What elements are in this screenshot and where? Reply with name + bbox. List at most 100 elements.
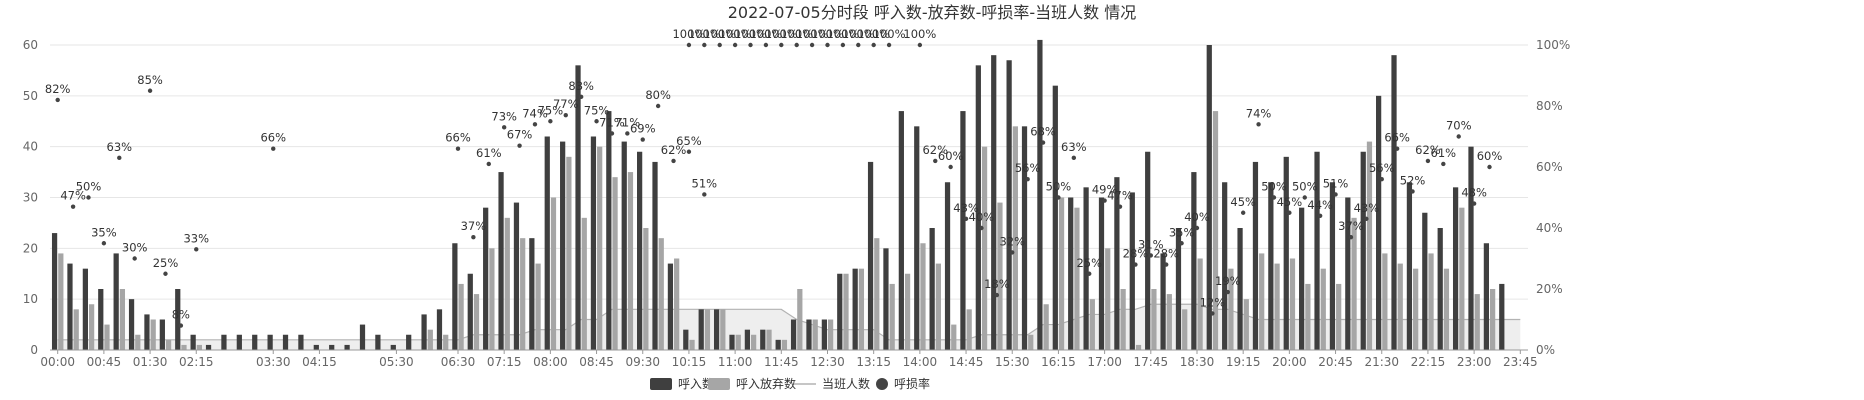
abandon-bar	[1274, 263, 1280, 350]
inbound-bar	[375, 334, 381, 350]
abandon-bar	[535, 263, 541, 350]
legend-swatch[interactable]	[650, 378, 672, 390]
x-tick-label: 11:45	[764, 355, 799, 369]
x-tick-label: 13:15	[856, 355, 891, 369]
legend[interactable]: 呼入数 呼入放弃数 当班人数 呼损率	[650, 376, 930, 391]
abandon-bar	[1089, 299, 1095, 350]
abandon-bar	[904, 273, 911, 350]
x-tick-label: 04:15	[302, 355, 337, 369]
loss-rate-point	[178, 323, 184, 328]
loss-rate-label: 50%	[76, 180, 102, 194]
loss-rate-point	[1302, 195, 1307, 200]
abandon-bar	[566, 156, 572, 350]
loss-rate-label: 100%	[734, 27, 767, 41]
loss-rate-point	[1179, 241, 1184, 246]
loss-rate-point	[563, 112, 568, 118]
abandon-bar	[981, 146, 988, 350]
x-tick-label: 02:15	[179, 355, 214, 369]
inbound-bar	[252, 334, 258, 350]
loss-rate-label: 25%	[153, 256, 179, 270]
y-right-tick-label: 80%	[1536, 99, 1563, 113]
inbound-bar	[944, 182, 951, 350]
inbound-bar	[621, 141, 627, 350]
abandon-bar	[1212, 111, 1219, 350]
loss-rate-point	[748, 42, 753, 48]
legend-label[interactable]: 呼损率	[894, 376, 930, 391]
loss-rate-label: 8%	[172, 308, 190, 322]
abandon-bar	[520, 238, 526, 350]
inbound-bar	[1422, 212, 1428, 350]
loss-rate-point	[1379, 177, 1384, 182]
inbound-bar	[1114, 177, 1120, 350]
abandon-bar	[735, 334, 741, 350]
abandon-bar	[1197, 258, 1203, 350]
inbound-bar	[744, 329, 751, 350]
inbound-bar	[390, 344, 396, 350]
loss-rate-label: 37%	[1338, 219, 1364, 233]
inbound-bar	[313, 344, 319, 350]
inbound-bar	[359, 324, 366, 350]
loss-rate-label: 70%	[1446, 119, 1472, 133]
legend-label[interactable]: 呼入放弃数	[736, 376, 796, 391]
y-left-tick-label: 10	[23, 292, 38, 306]
abandon-bar	[1474, 294, 1480, 350]
inbound-bar	[1098, 197, 1105, 350]
loss-rate-point	[1133, 262, 1138, 267]
abandon-bar	[627, 172, 634, 350]
abandon-bar	[1105, 248, 1111, 350]
loss-rate-point	[1487, 164, 1492, 170]
loss-rate-label: 65%	[676, 134, 702, 148]
x-tick-label: 05:30	[379, 355, 414, 369]
inbound-bar	[698, 309, 704, 350]
loss-rate-label: 32%	[999, 234, 1025, 248]
abandon-bar	[1320, 268, 1326, 350]
loss-rate-point	[1117, 204, 1123, 209]
loss-rate-label: 100%	[826, 27, 859, 41]
x-tick-label: 19:15	[1226, 355, 1261, 369]
x-tick-label: 23:00	[1457, 355, 1492, 369]
loss-rate-label: 77%	[553, 97, 579, 111]
loss-rate-point	[101, 241, 107, 246]
loss-rate-point	[1256, 122, 1261, 127]
loss-rate-label: 56%	[1369, 161, 1395, 175]
legend-swatch[interactable]	[708, 378, 730, 390]
y-left-tick-label: 20	[23, 241, 38, 255]
loss-rate-point	[732, 42, 738, 48]
y-right-tick-label: 20%	[1536, 282, 1563, 296]
abandon-bar	[827, 319, 834, 350]
abandon-bar	[720, 309, 726, 350]
x-tick-label: 03:30	[256, 355, 291, 369]
inbound-bar	[1037, 39, 1043, 351]
inbound-bar	[713, 309, 720, 350]
loss-rate-label: 47%	[60, 189, 86, 203]
inbound-bar	[1268, 182, 1274, 350]
legend-label[interactable]: 呼入数	[678, 376, 714, 391]
inbound-bar	[837, 273, 843, 350]
loss-rate-point	[1210, 311, 1215, 316]
loss-rate-point	[147, 88, 153, 93]
legend-label[interactable]: 当班人数	[822, 376, 870, 391]
inbound-bar	[1376, 95, 1382, 350]
inbound-bar	[806, 319, 812, 350]
loss-rate-points: 82%47%50%35%63%30%85%25%8%33%66% 66%37%61…	[45, 27, 1502, 328]
loss-rate-point	[1271, 195, 1277, 200]
abandon-bar	[88, 304, 95, 350]
y-left-tick-label: 0	[30, 343, 38, 357]
legend-swatch[interactable]	[876, 378, 888, 390]
loss-rate-point	[532, 122, 538, 127]
abandon-bar	[1351, 217, 1357, 350]
loss-rate-label: 60%	[938, 149, 964, 163]
loss-rate-point	[979, 225, 984, 231]
inbound-bar	[1345, 197, 1351, 350]
loss-rate-point	[1287, 210, 1292, 215]
abandon-bar	[1289, 258, 1296, 350]
loss-rate-point	[1225, 289, 1230, 295]
loss-rate-point	[1425, 158, 1431, 164]
y-left-tick-label: 40	[23, 140, 38, 154]
loss-rate-point	[686, 42, 692, 48]
abandon-bar	[1058, 197, 1065, 350]
inbound-bar	[1006, 60, 1012, 350]
y-right-tick-label: 60%	[1536, 160, 1563, 174]
abandon-bar	[1120, 289, 1126, 350]
inbound-bar	[1299, 207, 1305, 350]
